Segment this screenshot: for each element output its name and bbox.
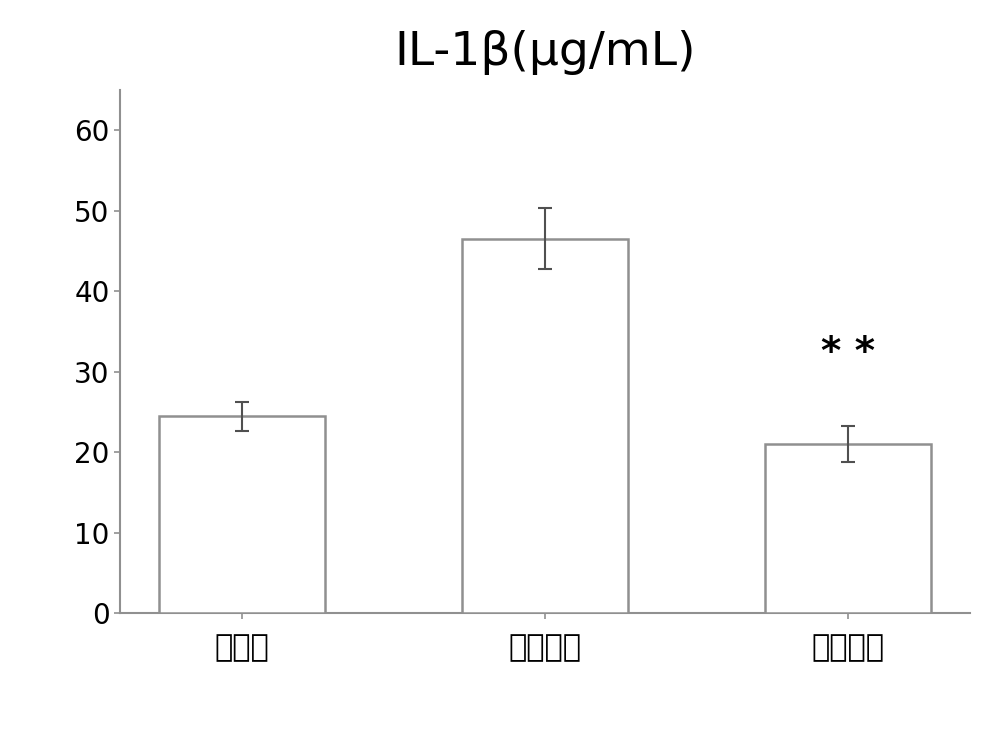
Bar	[462, 239, 628, 613]
Bar	[159, 416, 325, 613]
Bar	[765, 444, 931, 613]
Title: IL-1β(μg/mL): IL-1β(μg/mL)	[394, 30, 696, 75]
Text: * *: * *	[821, 334, 875, 372]
